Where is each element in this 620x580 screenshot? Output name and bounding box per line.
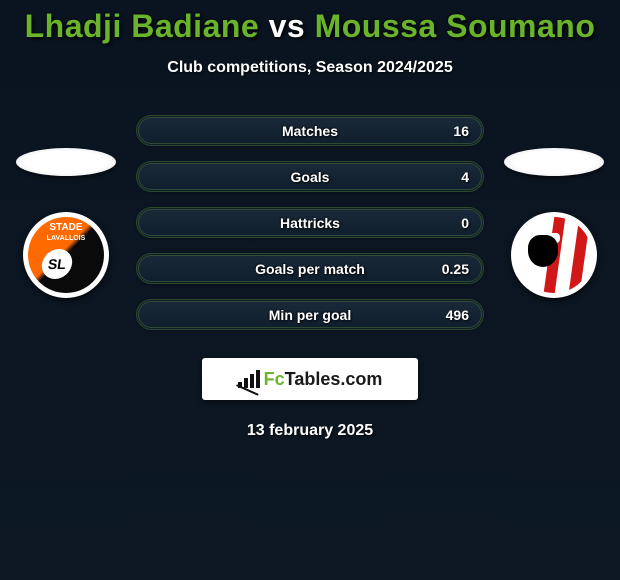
vs-text: vs bbox=[269, 8, 306, 44]
stat-value-right: 496 bbox=[446, 307, 469, 323]
date-text: 13 february 2025 bbox=[0, 422, 620, 440]
stat-value-right: 4 bbox=[461, 169, 469, 185]
stat-value-right: 0.25 bbox=[442, 261, 469, 277]
club-right-head-icon bbox=[528, 235, 558, 267]
brand-box: FcTables.com bbox=[202, 358, 418, 400]
player1-badge-oval bbox=[16, 148, 116, 176]
page-title: Lhadji Badiane vs Moussa Soumano bbox=[0, 0, 620, 45]
club-logo-left-inner: STADE LAVALLOIS SL bbox=[28, 217, 104, 293]
stat-value-right: 0 bbox=[461, 215, 469, 231]
stat-label: Goals per match bbox=[255, 261, 365, 277]
player2-name: Moussa Soumano bbox=[315, 8, 596, 44]
club-logo-right-inner bbox=[516, 217, 592, 293]
left-column: STADE LAVALLOIS SL bbox=[16, 148, 116, 298]
club-left-top-text: STADE LAVALLOIS bbox=[47, 223, 86, 243]
stat-row-goals: Goals 4 bbox=[136, 161, 484, 192]
brand-text: FcTables.com bbox=[264, 369, 383, 390]
stat-label: Goals bbox=[291, 169, 330, 185]
stats-column: Matches 16 Goals 4 Hattricks 0 Goals per… bbox=[136, 115, 484, 330]
comparison-card: Lhadji Badiane vs Moussa Soumano Club co… bbox=[0, 0, 620, 440]
stat-label: Hattricks bbox=[280, 215, 340, 231]
stat-value-right: 16 bbox=[453, 123, 469, 139]
player2-badge-oval bbox=[504, 148, 604, 176]
stat-row-mpg: Min per goal 496 bbox=[136, 299, 484, 330]
chart-icon bbox=[238, 370, 260, 388]
content-row: STADE LAVALLOIS SL Matches 16 Goals 4 Ha… bbox=[0, 115, 620, 330]
stat-row-hattricks: Hattricks 0 bbox=[136, 207, 484, 238]
stat-label: Min per goal bbox=[269, 307, 351, 323]
subtitle: Club competitions, Season 2024/2025 bbox=[0, 59, 620, 77]
brand-prefix: Fc bbox=[264, 369, 285, 389]
player1-name: Lhadji Badiane bbox=[25, 8, 260, 44]
stat-label: Matches bbox=[282, 123, 338, 139]
club-logo-right bbox=[511, 212, 597, 298]
stat-row-gpm: Goals per match 0.25 bbox=[136, 253, 484, 284]
club-logo-left: STADE LAVALLOIS SL bbox=[23, 212, 109, 298]
club-left-initials: SL bbox=[40, 249, 74, 279]
brand-suffix: Tables.com bbox=[285, 369, 383, 389]
stat-row-matches: Matches 16 bbox=[136, 115, 484, 146]
right-column bbox=[504, 148, 604, 298]
